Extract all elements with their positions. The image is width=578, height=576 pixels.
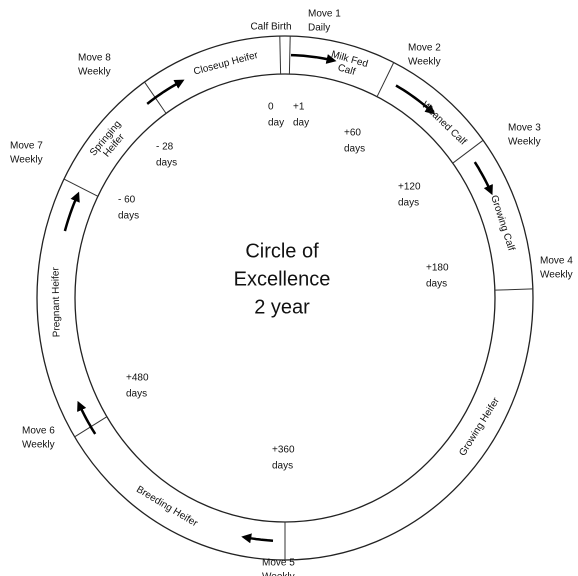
move-frequency: Weekly xyxy=(508,137,541,148)
move-name: Move 6 xyxy=(22,426,55,437)
move-name: Move 3 xyxy=(508,123,541,134)
move-name: Move 7 xyxy=(10,141,43,152)
move-frequency: Weekly xyxy=(540,270,573,281)
birth-divider xyxy=(279,36,282,75)
day-unit: days xyxy=(118,211,139,222)
flow-arrow xyxy=(146,79,185,105)
stage-label: SpringingHeifer xyxy=(88,119,132,166)
birth-divider xyxy=(288,36,291,75)
day-unit: day xyxy=(293,118,309,129)
flow-arrow xyxy=(290,53,337,64)
stage-label: Growing Calf xyxy=(488,194,516,253)
stage-line: Growing Heifer xyxy=(457,395,502,458)
stage-line: Growing Calf xyxy=(488,194,516,253)
divider xyxy=(63,178,99,197)
divider xyxy=(452,139,484,164)
day-value: +120 xyxy=(398,182,421,193)
move-frequency: Weekly xyxy=(10,155,43,166)
day-unit: days xyxy=(272,461,293,472)
move-name: Move 4 xyxy=(540,256,573,267)
stage-line: Calf xyxy=(336,62,356,78)
move-frequency: Weekly xyxy=(78,67,111,78)
day-value: +360 xyxy=(272,445,295,456)
stage-label: Growing Heifer xyxy=(457,395,502,458)
flow-arrow xyxy=(77,400,97,435)
move-name: Move 1 xyxy=(308,9,341,20)
move-name: Move 8 xyxy=(78,53,111,64)
center-title: Excellence xyxy=(234,268,331,290)
day-unit: days xyxy=(126,389,147,400)
labels: Calf Birth Milk FedCalf Weaned Calf Growing… xyxy=(10,9,573,576)
center-title: 2 year xyxy=(254,296,310,318)
stage-label: Weaned Calf xyxy=(419,99,468,147)
stage-label: Closeup Heifer xyxy=(192,49,259,77)
stage-line: Weaned Calf xyxy=(419,99,468,147)
divider xyxy=(494,288,533,291)
move-name: Move 2 xyxy=(408,43,441,54)
stage-line: Closeup Heifer xyxy=(192,49,259,77)
flow-arrow xyxy=(395,84,436,115)
center-title: Circle of xyxy=(245,240,319,262)
move-frequency: Weekly xyxy=(22,440,55,451)
day-value: +180 xyxy=(426,263,449,274)
day-unit: day xyxy=(268,118,284,129)
move-name: Move 5 xyxy=(262,558,295,569)
move-frequency: Weekly xyxy=(262,572,295,576)
move-frequency: Daily xyxy=(308,23,330,34)
stage-line: Breeding Heifer xyxy=(134,484,200,530)
flow-arrow xyxy=(63,191,80,232)
flow-arrow xyxy=(241,533,274,544)
day-unit: days xyxy=(426,279,447,290)
day-value: 0 xyxy=(268,102,274,113)
calf-birth-label: Calf Birth xyxy=(250,22,291,33)
day-value: +1 xyxy=(293,102,305,113)
day-unit: days xyxy=(344,144,365,155)
day-value: - 28 xyxy=(156,142,174,153)
stage-label: Pregnant Heifer xyxy=(50,266,62,337)
day-value: +480 xyxy=(126,373,149,384)
stage-label: Milk FedCalf xyxy=(327,49,369,81)
day-value: +60 xyxy=(344,128,361,139)
day-unit: days xyxy=(156,158,177,169)
stage-line: Pregnant Heifer xyxy=(50,266,62,337)
move-frequency: Weekly xyxy=(408,57,441,68)
day-value: - 60 xyxy=(118,195,136,206)
divider xyxy=(376,62,395,97)
stage-label: Breeding Heifer xyxy=(134,484,200,530)
day-unit: days xyxy=(398,198,419,209)
flow-arrow xyxy=(473,161,493,196)
